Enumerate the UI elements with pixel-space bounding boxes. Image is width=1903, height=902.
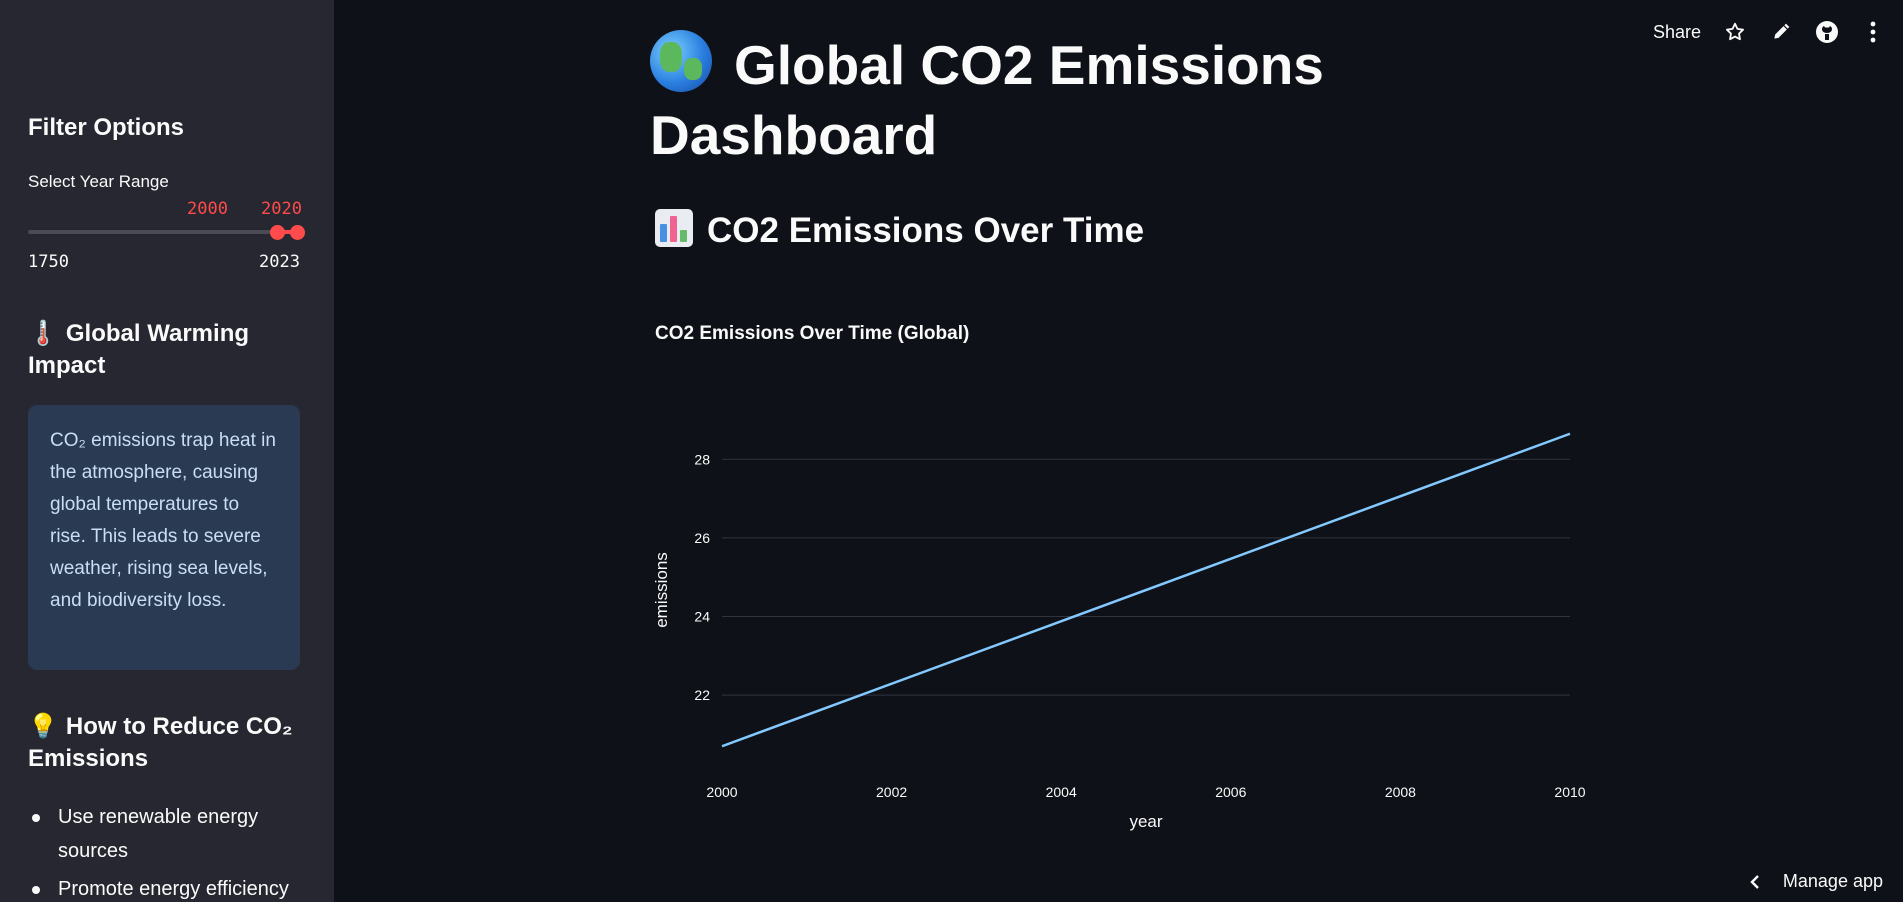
page-title-text: Global CO2 Emissions Dashboard [650, 34, 1324, 166]
year-range-slider[interactable] [28, 230, 300, 234]
more-vertical-icon[interactable] [1861, 20, 1885, 44]
series-line [721, 432, 1571, 748]
x-axis-label: year [1129, 812, 1162, 831]
edit-pencil-icon[interactable] [1769, 20, 1793, 44]
slider-selected-range [277, 230, 297, 234]
y-tick-label: 28 [694, 451, 710, 467]
x-tick-label: 2008 [1385, 784, 1416, 800]
warming-heading: 🌡️ Global Warming Impact [28, 318, 300, 382]
manage-app-button[interactable]: Manage app [1749, 871, 1883, 892]
y-tick-label: 24 [694, 609, 710, 625]
section-title: CO2 Emissions Over Time [655, 208, 1144, 254]
y-tick-label: 22 [694, 687, 710, 703]
sidebar: Filter Options Select Year Range 2000 20… [0, 0, 334, 902]
bar-chart-icon [655, 209, 693, 247]
slider-start-value: 2000 [187, 199, 228, 219]
list-item: Promote energy efficiency [28, 872, 300, 902]
github-icon[interactable] [1815, 20, 1839, 44]
share-button[interactable]: Share [1652, 21, 1701, 42]
x-tick-label: 2002 [876, 784, 907, 800]
section-title-text: CO2 Emissions Over Time [707, 211, 1145, 250]
list-item: Use renewable energy sources [28, 800, 300, 868]
slider-end-value: 2020 [261, 199, 302, 219]
slider-start-handle[interactable] [270, 225, 286, 240]
chart-title: CO2 Emissions Over Time (Global) [655, 323, 970, 344]
year-range-label: Select Year Range [28, 172, 169, 191]
emissions-line-chart[interactable]: 22 24 26 28 2000 2002 2004 2006 2008 2010 year emis… [640, 380, 1600, 850]
slider-min-label: 1750 [28, 252, 69, 272]
warming-info-box: CO₂ emissions trap heat in the atmospher… [28, 405, 300, 670]
chevron-left-icon [1750, 874, 1759, 889]
thermometer-icon: 🌡️ [28, 320, 58, 347]
warming-info-text: CO₂ emissions trap heat in the atmospher… [50, 430, 276, 611]
y-tick-label: 26 [694, 530, 710, 546]
filter-heading: Filter Options [28, 114, 184, 141]
warming-heading-text: Global Warming Impact [28, 320, 250, 379]
globe-icon [650, 30, 712, 92]
x-tick-label: 2000 [706, 784, 737, 800]
x-tick-label: 2006 [1215, 784, 1246, 800]
x-tick-label: 2010 [1554, 784, 1585, 800]
reduce-heading-text: How to Reduce CO₂ Emissions [28, 713, 293, 772]
manage-app-label: Manage app [1782, 871, 1883, 891]
star-icon[interactable] [1723, 20, 1747, 44]
slider-end-handle[interactable] [290, 225, 305, 240]
page-title: Global CO2 Emissions Dashboard [650, 30, 1410, 170]
y-axis-label: emissions [652, 552, 671, 628]
slider-max-label: 2023 [259, 252, 300, 272]
lightbulb-icon: 💡 [28, 713, 58, 740]
header-toolbar: Share [1653, 18, 1885, 46]
x-tick-label: 2004 [1046, 784, 1077, 800]
reduce-tips-list: Use renewable energy sources Promote ene… [28, 800, 300, 902]
reduce-heading: 💡 How to Reduce CO₂ Emissions [28, 711, 300, 775]
